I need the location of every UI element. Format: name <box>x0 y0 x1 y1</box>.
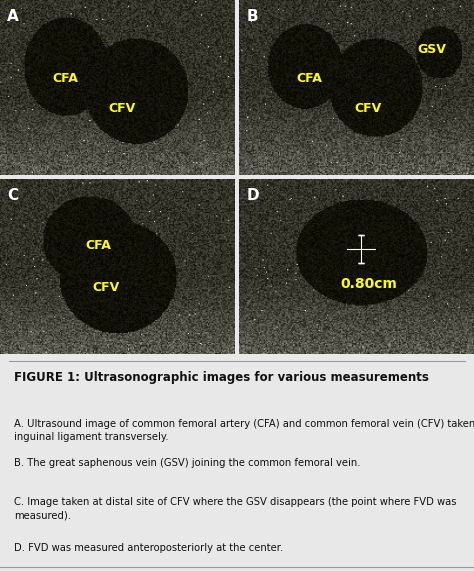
Text: CFA: CFA <box>297 73 323 86</box>
Text: CFV: CFV <box>109 102 136 115</box>
Text: D: D <box>246 187 259 203</box>
Text: D. FVD was measured anteroposteriorly at the center.: D. FVD was measured anteroposteriorly at… <box>14 543 283 553</box>
Text: CFA: CFA <box>53 73 79 86</box>
Text: CFA: CFA <box>86 239 111 252</box>
Text: C: C <box>7 187 18 203</box>
Text: CFV: CFV <box>355 102 382 115</box>
Text: A: A <box>7 9 19 24</box>
Text: A. Ultrasound image of common femoral artery (CFA) and common femoral vein (CFV): A. Ultrasound image of common femoral ar… <box>14 419 474 443</box>
Text: FIGURE 1: Ultrasonographic images for various measurements: FIGURE 1: Ultrasonographic images for va… <box>14 371 429 384</box>
Text: B: B <box>246 9 258 24</box>
Text: CFV: CFV <box>92 281 119 294</box>
Text: GSV: GSV <box>417 43 446 55</box>
Text: C. Image taken at distal site of CFV where the GSV disappears (the point where F: C. Image taken at distal site of CFV whe… <box>14 497 457 520</box>
Text: B. The great saphenous vein (GSV) joining the common femoral vein.: B. The great saphenous vein (GSV) joinin… <box>14 458 361 468</box>
Text: 0.80cm: 0.80cm <box>340 277 397 291</box>
